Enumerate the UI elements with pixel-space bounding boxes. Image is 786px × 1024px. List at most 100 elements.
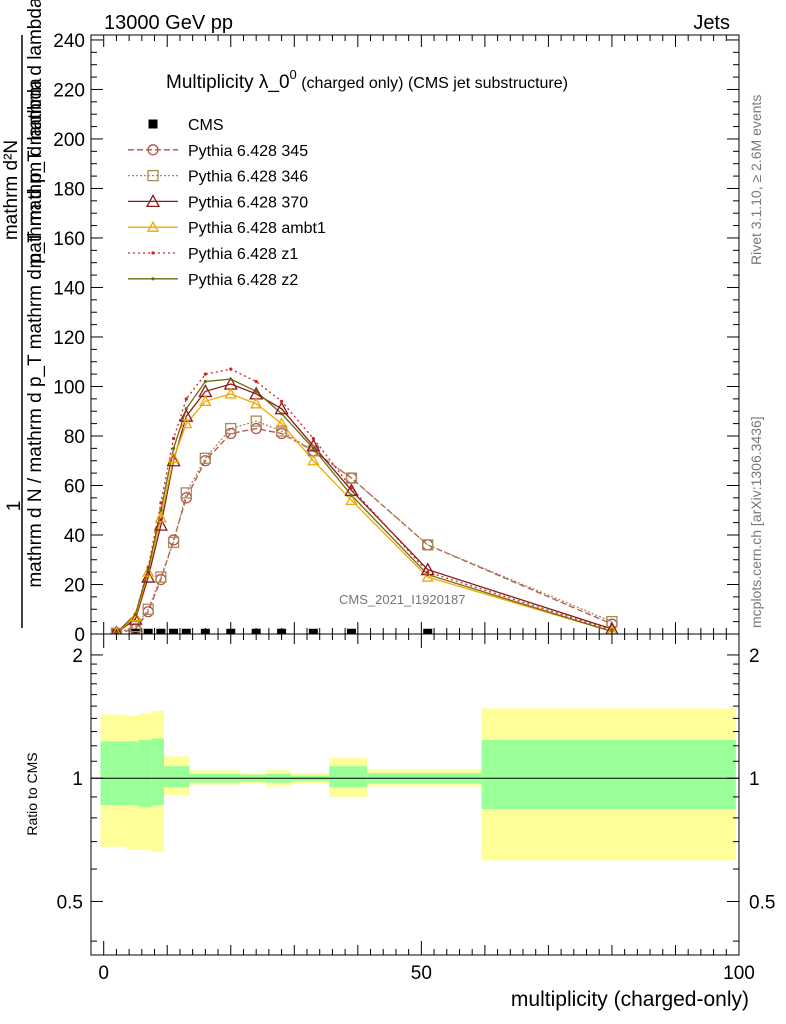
data-point-cms bbox=[143, 628, 153, 638]
data-point-ambt1 bbox=[129, 610, 142, 622]
ratio-y-tick-label: 1 bbox=[72, 769, 83, 790]
data-point-cms bbox=[156, 628, 166, 638]
y-label-denominator: mathrm d p_T mathrm d lambda bbox=[25, 0, 46, 269]
ratio-panel-border bbox=[90, 633, 740, 956]
y-tick-label: 40 bbox=[64, 526, 85, 547]
y-tick-label: 240 bbox=[53, 31, 85, 52]
data-point-p346 bbox=[345, 472, 358, 484]
ratio-band-inner bbox=[481, 739, 736, 810]
x-tick-label: 100 bbox=[723, 963, 755, 984]
data-point-z1 bbox=[184, 397, 188, 401]
legend-label-p370: Pythia 6.428 370 bbox=[188, 194, 308, 211]
y-tick-label: 80 bbox=[64, 427, 85, 448]
data-point-cms bbox=[308, 628, 318, 638]
chart-title-main: Multiplicity λ_0 bbox=[166, 72, 290, 93]
y-tick-label: 60 bbox=[64, 476, 85, 497]
data-point-z2 bbox=[229, 377, 233, 381]
data-point-cms bbox=[423, 628, 433, 638]
y-tick-label: 0 bbox=[74, 625, 85, 646]
data-point-p346 bbox=[167, 536, 180, 549]
data-point-p346 bbox=[422, 539, 434, 551]
legend-label-cms: CMS bbox=[188, 117, 224, 134]
legend: CMS Pythia 6.428 345 Pythia 6.428 346 Pythi… bbox=[128, 117, 326, 289]
x-axis-label: multiplicity (charged-only) bbox=[511, 988, 749, 1011]
data-point-z2 bbox=[279, 412, 284, 416]
y-tick-label: 220 bbox=[53, 80, 85, 101]
legend-marker-z2 bbox=[151, 277, 155, 281]
data-point-p346 bbox=[199, 452, 212, 464]
series-line-ambt1 bbox=[115, 393, 613, 634]
data-point-p346 bbox=[275, 425, 288, 437]
data-point-z1 bbox=[426, 570, 430, 574]
data-point-ambt1 bbox=[275, 417, 288, 429]
y-tick-label: 180 bbox=[53, 179, 85, 200]
data-point-ambt1 bbox=[180, 417, 193, 429]
legend-marker-p346 bbox=[147, 169, 159, 182]
data-point-ambt1 bbox=[224, 387, 237, 399]
data-point-cms bbox=[181, 628, 191, 638]
series-line-p346 bbox=[116, 420, 613, 634]
data-point-z1 bbox=[171, 436, 176, 441]
legend-label-z2: Pythia 6.428 z2 bbox=[188, 272, 298, 289]
y-label-top: 1 bbox=[4, 501, 25, 512]
legend-marker-p345 bbox=[147, 144, 159, 156]
y-label-main: mathrm d N / mathrm d p_T mathrm d p_T m… bbox=[25, 78, 46, 588]
data-point-p370 bbox=[166, 453, 181, 467]
data-point-z2 bbox=[171, 446, 176, 450]
watermark: CMS_2021_I1920187 bbox=[339, 592, 466, 607]
ratio-y-label: Ratio to CMS bbox=[24, 752, 40, 835]
main-plot-area: 0 20 40 60 80 100 120 140 160 180 200 220 240 bbox=[53, 31, 740, 646]
data-point-ambt1 bbox=[199, 394, 212, 406]
data-point-z1 bbox=[349, 486, 354, 490]
series-line-z2 bbox=[115, 378, 613, 634]
rivet-label: Rivet 3.1.10, ≥ 2.6M events bbox=[748, 95, 764, 265]
legend-label-p345: Pythia 6.428 345 bbox=[188, 143, 308, 160]
data-point-ambt1 bbox=[154, 511, 167, 523]
chart-title-rest: (charged only) (CMS jet substructure) bbox=[297, 75, 568, 92]
main-y-axis-label: 1 mathrm d N / mathrm d p_T mathrm d p_T… bbox=[1, 0, 46, 628]
data-point-p346 bbox=[225, 422, 237, 435]
ratio-y-tick-label: 2 bbox=[72, 646, 83, 667]
data-point-ambt1 bbox=[307, 454, 320, 466]
data-point-z1 bbox=[279, 399, 284, 403]
series-line-p370 bbox=[116, 383, 613, 634]
data-point-z1 bbox=[159, 501, 163, 505]
series-line-z1 bbox=[115, 368, 613, 634]
legend-label-z1: Pythia 6.428 z1 bbox=[188, 246, 298, 263]
ratio-band-inner bbox=[329, 766, 368, 788]
data-point-z2 bbox=[610, 629, 614, 634]
ratio-y-tick-label-right: 1 bbox=[749, 769, 760, 790]
data-point-p346 bbox=[142, 603, 154, 615]
legend-marker-cms bbox=[148, 119, 158, 129]
data-point-p370 bbox=[128, 611, 143, 625]
data-point-ambt1 bbox=[167, 451, 180, 463]
data-point-z2 bbox=[133, 612, 138, 616]
data-point-z2 bbox=[203, 379, 207, 384]
data-point-z2 bbox=[254, 389, 258, 394]
legend-label-ambt1: Pythia 6.428 ambt1 bbox=[188, 220, 326, 237]
data-point-p346 bbox=[155, 571, 167, 583]
data-point-ambt1 bbox=[345, 494, 358, 505]
data-point-cms bbox=[277, 628, 287, 638]
chart-title-sup: 0 bbox=[290, 67, 297, 82]
data-point-z1 bbox=[229, 367, 233, 371]
data-point-ambt1 bbox=[250, 397, 263, 409]
series-markers bbox=[109, 367, 620, 639]
data-point-cms bbox=[169, 628, 179, 638]
y-tick-label: 140 bbox=[53, 278, 85, 299]
y-label-numerator: mathrm d²N bbox=[1, 140, 22, 240]
x-tick-label: 0 bbox=[98, 963, 109, 984]
legend-marker-ambt1 bbox=[146, 220, 160, 232]
data-point-z2 bbox=[426, 572, 430, 577]
data-point-p370 bbox=[179, 408, 194, 422]
ratio-y-tick-label-right: 0.5 bbox=[749, 892, 775, 913]
data-point-p345 bbox=[250, 422, 262, 435]
data-point-z2 bbox=[311, 446, 315, 450]
y-tick-label: 120 bbox=[53, 328, 85, 349]
ratio-y-tick-label-right: 2 bbox=[749, 646, 760, 667]
y-tick-label: 160 bbox=[53, 229, 85, 250]
ratio-y-tick-label: 0.5 bbox=[57, 892, 83, 913]
data-point-p346 bbox=[250, 415, 262, 427]
data-point-z1 bbox=[254, 379, 258, 384]
